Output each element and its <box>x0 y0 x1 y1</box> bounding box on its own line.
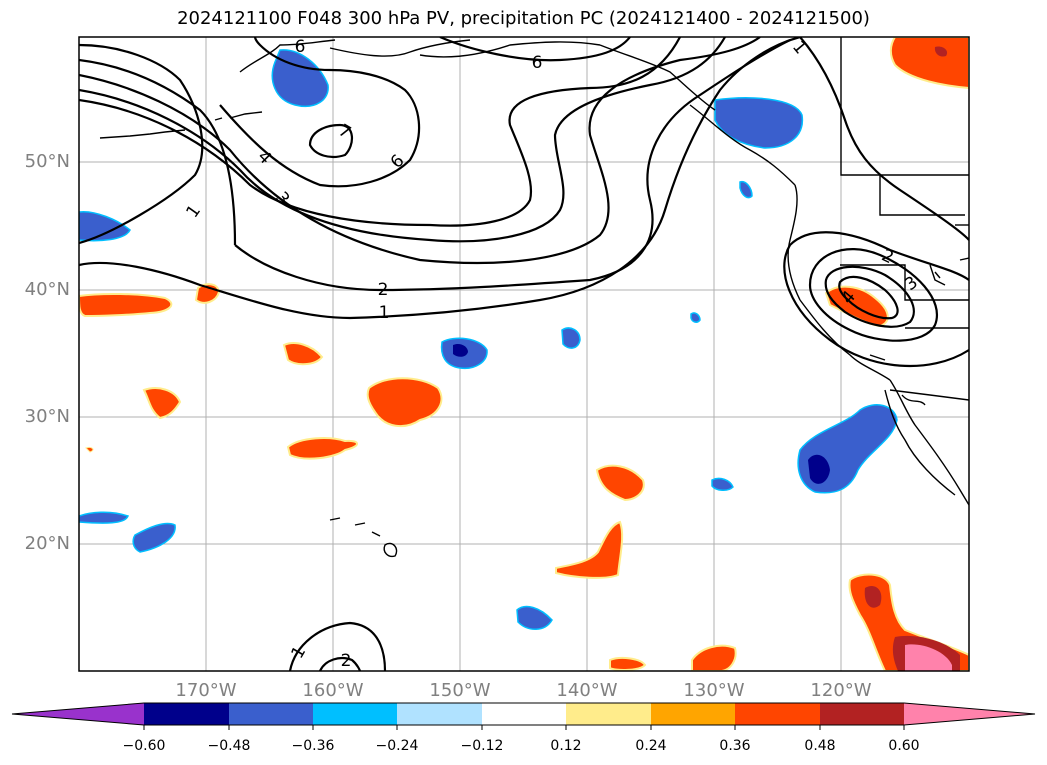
precip-blob-pos <box>142 387 182 420</box>
precip-blob-pos <box>905 644 952 671</box>
colorbar-tick-label: 0.24 <box>635 738 667 754</box>
pv-contour <box>79 37 801 320</box>
pv-contour <box>318 656 362 671</box>
precip-blob-neg <box>271 49 329 107</box>
precip-blob-pos <box>286 437 358 460</box>
map-frame <box>78 36 970 672</box>
pv-contour <box>288 621 387 671</box>
pv-contour <box>79 37 681 227</box>
pv-contour <box>808 248 938 342</box>
precip-blob-pos <box>79 292 173 318</box>
colorbar-tick-label: −0.36 <box>291 738 335 754</box>
precip-blob-pos <box>85 447 94 453</box>
colorbar-swatch <box>397 703 482 725</box>
colorbar-tick-label: 0.12 <box>550 738 582 754</box>
contour-label: 1 <box>287 643 310 662</box>
contour-label: 4 <box>253 147 275 169</box>
lon-label-140w: 140°W <box>556 680 618 701</box>
precip-blob-pos <box>366 377 443 428</box>
precip-blob-neg <box>561 327 581 349</box>
contour-label: 1 <box>183 201 206 221</box>
precip-blob-neg <box>79 211 131 242</box>
pv-contour <box>79 37 726 243</box>
precip-blob-neg <box>739 180 753 199</box>
precip-blob-pos <box>595 464 645 502</box>
pv-contour <box>439 37 631 62</box>
colorbar-swatch <box>313 703 397 725</box>
precip-blob-pos <box>609 656 647 671</box>
contour-label: 2 <box>378 280 389 300</box>
contour-label: 6 <box>387 151 409 173</box>
colorbar-swatch <box>820 703 904 725</box>
precip-blob-pos <box>934 46 948 57</box>
pv-contour <box>79 43 204 245</box>
contour-label: 1 <box>379 303 390 323</box>
colorbar-extend-min <box>12 703 144 725</box>
colorbar-extend-max <box>904 703 1035 725</box>
colorbar-tick-label: −0.48 <box>207 738 251 754</box>
lat-label-20n: 20°N <box>24 533 70 554</box>
coastlines <box>99 37 969 558</box>
contour-label: 6 <box>295 37 306 57</box>
colorbar <box>11 702 1036 730</box>
lon-label-150w: 150°W <box>429 680 491 701</box>
colorbar-tick-label: −0.60 <box>122 738 166 754</box>
negative-precip-areas <box>79 49 898 630</box>
precip-blob-neg <box>516 605 553 630</box>
lon-label-120w: 120°W <box>810 680 872 701</box>
colorbar-tick-label: 0.48 <box>804 738 836 754</box>
precip-blob-neg <box>690 312 701 323</box>
lat-label-40n: 40°N <box>24 279 70 300</box>
colorbar-tick-label: 0.36 <box>719 738 751 754</box>
contour-label: 2 <box>341 651 352 671</box>
precip-blob-pos <box>555 520 624 579</box>
lat-label-50n: 50°N <box>24 151 70 172</box>
map-area: 1 2 3 4 6 7 6 6 1 2 3 4 1 1 2 <box>79 37 969 671</box>
precip-blob-neg <box>808 454 830 484</box>
pv-contour <box>79 58 237 246</box>
precip-blob-pos <box>691 644 737 671</box>
contour-label: 6 <box>532 53 543 73</box>
colorbar-swatch <box>651 703 735 725</box>
lon-label-160w: 160°W <box>302 680 364 701</box>
precip-blob-neg <box>132 522 176 553</box>
colorbar-swatch <box>735 703 820 725</box>
precip-blob-neg <box>453 343 468 357</box>
colorbar-tick-label: 0.60 <box>888 738 920 754</box>
lat-label-30n: 30°N <box>24 406 70 427</box>
positive-precip-areas <box>79 37 969 671</box>
pv-contour <box>234 39 791 292</box>
precip-blob-pos <box>864 585 882 608</box>
colorbar-swatch <box>144 703 229 725</box>
precip-blob-neg <box>79 511 129 524</box>
colorbar-swatch <box>229 703 313 725</box>
precip-blob-pos <box>282 342 324 366</box>
pv-contour <box>308 123 353 159</box>
pv-contour <box>219 37 421 188</box>
colorbar-tick-label: −0.12 <box>460 738 504 754</box>
colorbar-swatch <box>566 703 651 725</box>
graticule <box>79 37 969 671</box>
precip-blob-neg <box>714 97 804 149</box>
map-title: 2024121100 F048 300 hPa PV, precipitatio… <box>177 8 870 29</box>
lon-label-170w: 170°W <box>175 680 237 701</box>
pv-contour <box>838 275 899 320</box>
pv-contour <box>783 231 969 368</box>
pv-contour <box>799 37 969 241</box>
colorbar-swatch <box>482 703 566 725</box>
pv-contours <box>79 37 969 671</box>
precip-blob-pos <box>889 37 969 90</box>
colorbar-tick-label: −0.24 <box>375 738 419 754</box>
pv-contour <box>824 265 915 328</box>
lon-label-130w: 130°W <box>683 680 745 701</box>
precip-blob-neg <box>711 477 734 491</box>
